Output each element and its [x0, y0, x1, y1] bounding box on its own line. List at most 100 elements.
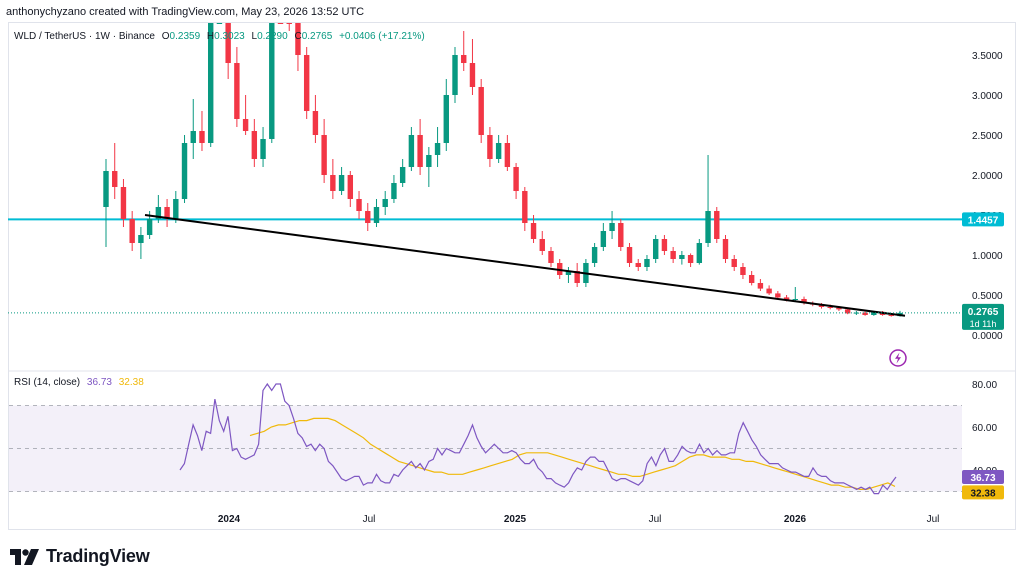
candle-body [722, 239, 729, 259]
candle-body [129, 219, 135, 243]
candle-body [347, 175, 354, 199]
candle-body [801, 299, 807, 303]
candle-body [530, 223, 537, 239]
price-tick-label: 3.5000 [972, 51, 1003, 62]
countdown-badge: 1d 11h [970, 319, 997, 329]
rsi-line [179, 382, 897, 495]
candle-body [365, 211, 371, 223]
price-tick-label: 2.5000 [972, 131, 1003, 142]
price-tick-label: 0.5000 [972, 291, 1003, 302]
low-value: 0.2290 [257, 31, 288, 42]
high-label: H [206, 31, 215, 42]
candle-body [286, 23, 292, 24]
level-badge: 1.4457 [968, 215, 999, 226]
candle-body [216, 23, 223, 24]
candle-body [827, 307, 833, 308]
candle-body [504, 143, 511, 167]
candle-body [338, 175, 345, 191]
candle-body [757, 283, 764, 289]
candle-body [260, 139, 266, 159]
tradingview-logo-icon [10, 548, 39, 565]
candle-body [251, 131, 258, 159]
candle-body [443, 95, 449, 143]
candle-body [687, 255, 694, 263]
rsi-label[interactable]: RSI (14, close) [14, 377, 81, 388]
candle-body [565, 271, 572, 275]
candle-body [574, 271, 580, 283]
candle-body [487, 135, 493, 159]
candle-body [775, 293, 781, 298]
time-tick-label: 2025 [504, 514, 527, 525]
candle-body [277, 23, 284, 24]
candle-body [618, 223, 624, 247]
price-badge-bg [962, 303, 1004, 330]
candle-body [818, 304, 825, 307]
candle-body [199, 131, 205, 143]
candle-body [225, 23, 231, 63]
price-axis[interactable]: 3.50003.00002.50002.00001.50001.00000.50… [972, 51, 1003, 342]
rsi-ma-badge: 32.38 [970, 488, 995, 499]
candle-body [670, 251, 676, 259]
candle-body [120, 187, 127, 219]
logo-text: TradingView [46, 546, 150, 566]
price-tick-label: 3.0000 [972, 91, 1003, 102]
candle-body [731, 259, 737, 267]
candle-body [434, 143, 441, 155]
candle-body [844, 309, 851, 314]
candle-body [103, 171, 109, 207]
price-badge: 0.2765 [968, 307, 999, 318]
candle-body [417, 135, 423, 167]
trend-line[interactable] [144, 214, 906, 317]
candle-body [748, 275, 755, 283]
symbol-name[interactable]: WLD / TetherUS · 1W · Binance [14, 31, 155, 42]
time-tick-label: Jul [649, 514, 662, 525]
candle-body [146, 219, 153, 235]
candle-body [207, 23, 214, 143]
candle-body [679, 255, 685, 259]
rsi-badge-bg [962, 470, 1004, 485]
candlestick-series [103, 23, 903, 317]
candle-body [478, 87, 484, 135]
candle-body [714, 211, 720, 239]
rsi-ma-line [249, 417, 896, 490]
candle-body [644, 259, 650, 267]
candle-body [661, 239, 668, 251]
candle-body [164, 207, 170, 219]
candle-body [836, 307, 842, 310]
high-value: 0.3023 [214, 31, 245, 42]
rsi-tick-label: 80.00 [972, 380, 997, 391]
candle-body [548, 251, 554, 263]
candle-body [469, 63, 476, 87]
lightning-bolt-icon[interactable] [889, 349, 907, 367]
candle-body [181, 143, 188, 199]
candle-body [330, 175, 336, 191]
symbol-legend[interactable]: WLD / TetherUS · 1W · Binance O0.2359 H0… [14, 31, 425, 42]
candle-body [652, 239, 659, 259]
price-tick-label: 1.0000 [972, 251, 1003, 262]
attribution-text: anthonychyzano created with TradingView.… [6, 6, 365, 18]
candle-body [399, 167, 406, 183]
tradingview-logo[interactable]: TradingView [10, 546, 150, 567]
candle-body [705, 211, 711, 243]
candle-body [321, 135, 327, 175]
change-value: +0.0406 (+17.21%) [339, 31, 425, 42]
candle-body [155, 207, 162, 219]
time-tick-label: 2024 [218, 514, 241, 525]
candle-body [783, 297, 790, 300]
candle-body [303, 55, 310, 111]
rsi-badge: 36.73 [970, 473, 995, 484]
candle-body [635, 263, 641, 267]
close-value: 0.2765 [301, 31, 333, 42]
candle-body [295, 23, 301, 55]
candle-body [609, 223, 615, 231]
price-tick-label: 0.0000 [972, 331, 1003, 342]
close-label: C [294, 31, 302, 42]
candle-body [888, 315, 894, 316]
time-tick-label: Jul [363, 514, 376, 525]
rsi-legend[interactable]: RSI (14, close) 36.73 32.38 [14, 377, 144, 388]
time-axis[interactable]: 2024 Jul 2025 Jul 2026 Jul [218, 514, 940, 525]
candle-body [391, 183, 397, 199]
candle-body [312, 111, 319, 135]
rsi-ma-value: 32.38 [118, 377, 144, 388]
